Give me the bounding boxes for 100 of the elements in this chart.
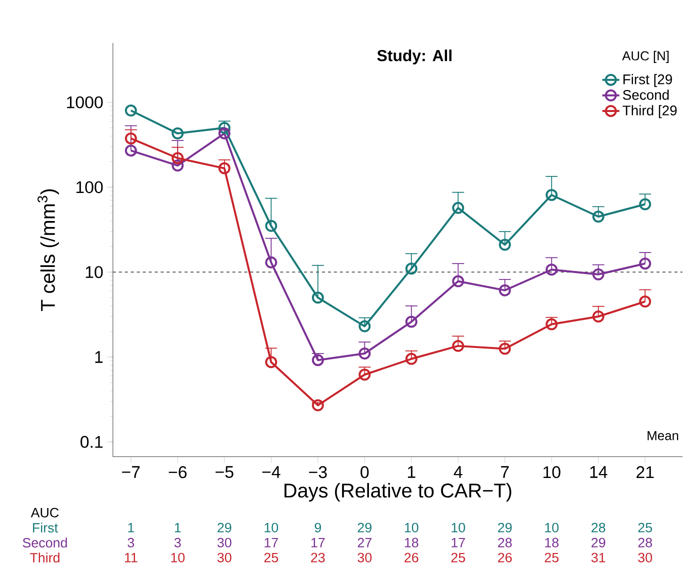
point — [358, 320, 371, 332]
text: 10 — [452, 522, 466, 532]
text: AUC — [30, 508, 59, 518]
point — [172, 152, 184, 164]
y-tick-label: 10 — [86, 266, 103, 278]
point — [218, 128, 230, 140]
text: 23 — [311, 552, 325, 562]
legend-label: Third [29 — [622, 105, 677, 118]
point — [498, 342, 511, 355]
text: 1 — [128, 523, 134, 532]
point — [592, 310, 604, 323]
point — [172, 160, 184, 172]
text: 18 — [404, 538, 418, 548]
legend-label: First [29 — [623, 74, 672, 88]
point — [592, 268, 604, 280]
y-tick-label: 100 — [76, 181, 103, 194]
x-tick-label: 1 — [408, 466, 416, 478]
text: 10 — [545, 522, 559, 532]
y-tick-label: 0.1 — [80, 436, 103, 448]
point — [592, 210, 604, 223]
y-axis-title: T cells (/mm$^{3}$) — [38, 189, 59, 312]
text: 9 — [314, 522, 321, 532]
text: 28 — [638, 538, 652, 548]
point — [405, 262, 418, 275]
point — [124, 104, 137, 117]
point — [218, 162, 230, 174]
text: 10 — [404, 522, 418, 532]
x-tick-label: 10 — [544, 466, 560, 478]
chart-title: Study: All — [377, 50, 452, 64]
point — [405, 352, 418, 365]
text: Third — [30, 552, 60, 563]
text: 25 — [451, 552, 466, 562]
text: 30 — [217, 552, 232, 562]
text: 10 — [264, 522, 278, 532]
x-tick-label: −6 — [168, 466, 187, 478]
point — [312, 399, 324, 412]
text: 17 — [452, 538, 465, 548]
text: 18 — [545, 538, 558, 548]
point — [452, 202, 464, 214]
x-tick-label: 7 — [501, 466, 509, 478]
text: 29 — [218, 522, 232, 532]
text: 17 — [311, 538, 325, 548]
annotation: Mean — [648, 431, 678, 440]
x-tick-label: 21 — [636, 466, 654, 478]
text: 30 — [217, 538, 232, 548]
y-tick-label: 1000 — [67, 96, 103, 108]
y-tick-label: 1 — [95, 351, 103, 363]
text: 28 — [498, 538, 512, 548]
point — [498, 238, 511, 251]
x-tick-label: −5 — [216, 466, 234, 478]
point — [265, 220, 278, 232]
point — [265, 256, 278, 268]
point — [265, 356, 278, 368]
text: 11 — [124, 553, 138, 562]
text: 26 — [498, 552, 512, 562]
x-tick-label: −3 — [309, 466, 327, 478]
text: Second — [22, 538, 67, 548]
point — [405, 316, 418, 328]
text: 29 — [498, 522, 512, 532]
point — [452, 340, 464, 352]
point — [172, 128, 184, 140]
point — [639, 296, 652, 308]
point — [312, 292, 324, 304]
legend-label: Second — [622, 90, 669, 100]
point — [312, 354, 324, 366]
text: 31 — [591, 552, 606, 562]
point — [452, 275, 464, 288]
point — [498, 284, 511, 296]
x-tick-label: 0 — [360, 466, 369, 478]
text: 25 — [264, 552, 278, 562]
text: 1 — [174, 523, 181, 532]
x-tick-label: −7 — [122, 466, 140, 478]
text: 28 — [592, 522, 606, 532]
point — [639, 198, 652, 210]
text: 30 — [638, 552, 652, 562]
point — [124, 144, 137, 157]
legend-title: AUC [N] — [622, 51, 669, 64]
x-tick-label: 14 — [590, 466, 608, 478]
text: 29 — [592, 538, 606, 548]
x-tick-label: −4 — [262, 466, 280, 478]
point — [639, 258, 652, 270]
point — [358, 368, 371, 381]
text: 3 — [128, 538, 134, 548]
point — [124, 132, 137, 145]
point — [358, 348, 371, 360]
x-tick-label: 4 — [454, 466, 462, 478]
text: 25 — [544, 552, 559, 562]
text: First — [33, 522, 58, 533]
point — [218, 122, 230, 134]
text: 27 — [358, 538, 372, 548]
text: 10 — [171, 552, 185, 562]
x-axis-title: Days (Relative to CAR−T) — [284, 483, 512, 502]
point — [546, 264, 558, 276]
point — [546, 189, 558, 202]
point — [546, 318, 558, 330]
text: 17 — [264, 538, 278, 548]
text: 25 — [638, 522, 652, 532]
text: 30 — [358, 552, 372, 562]
text: 29 — [358, 522, 372, 532]
text: 26 — [404, 552, 418, 562]
